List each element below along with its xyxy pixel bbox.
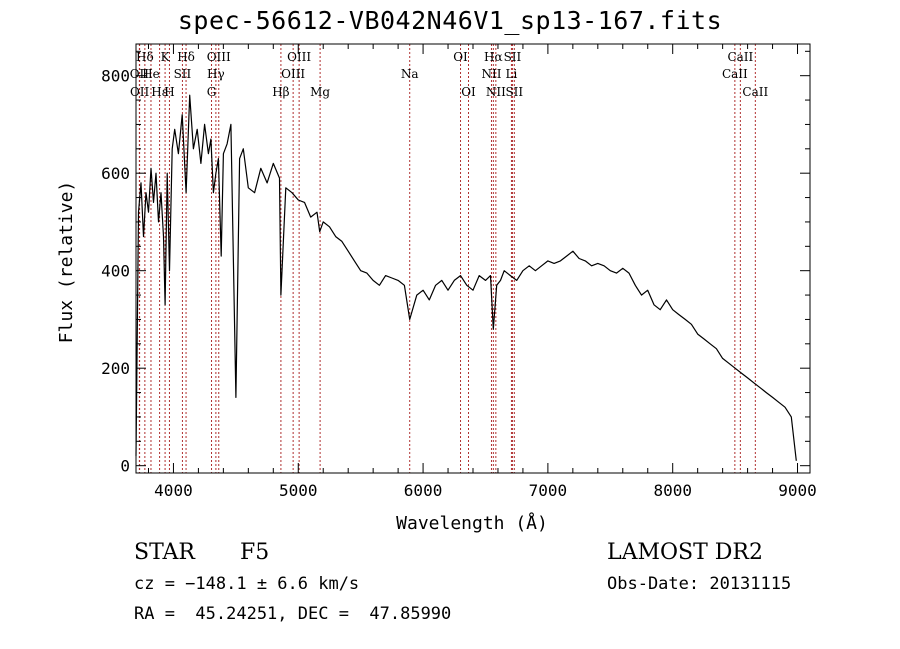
spectral-line-label: K — [161, 50, 171, 64]
spectral-line-label: CaII — [722, 67, 748, 81]
x-tick-label: 8000 — [653, 481, 692, 500]
object-class: STAR — [134, 540, 195, 565]
spectral-line-label: SII — [174, 67, 192, 81]
spectral-line-label: H — [164, 85, 174, 99]
spectral-line-label: NII — [486, 85, 506, 99]
axis-ticks: 4000 5000 6000 7000 8000 9000 0 200 400 600 800 — [101, 44, 817, 500]
coordinates-readout: RA = 45.24251, DEC = 47.85990 — [134, 604, 452, 624]
spectrum-line-0 — [135, 94, 797, 461]
spectral-line-label: OIII — [287, 50, 311, 64]
x-axis-label: Wavelength (Å) — [396, 512, 548, 534]
spectral-line-label: Hε — [151, 85, 168, 99]
x-tick-label: 9000 — [778, 481, 817, 500]
spectral-line-label: SII — [505, 85, 523, 99]
plot-frame — [135, 43, 811, 474]
x-tick-label: 6000 — [404, 481, 443, 500]
spectral-line-markers — [138, 44, 756, 473]
spectral-line-label: NII — [481, 67, 501, 81]
spectral-line-label: G — [207, 85, 217, 99]
spectral-line-label: OIII — [281, 67, 305, 81]
x-tick-label: 7000 — [529, 481, 568, 500]
y-axis-label: Flux (relative) — [56, 181, 77, 344]
spectral-line-label: Li — [506, 67, 518, 81]
spectral-line-label: CaII — [742, 85, 768, 99]
y-tick-label: 200 — [101, 359, 130, 378]
y-tick-label: 0 — [120, 457, 130, 476]
x-tick-label: 4000 — [154, 481, 193, 500]
spectral-line-label: SII — [504, 50, 522, 64]
spectral-line-label: OI — [461, 85, 476, 99]
spectral-line-label: Hα — [484, 50, 503, 64]
survey-label: LAMOST DR2 — [607, 540, 763, 565]
redshift-readout: cz = −148.1 ± 6.6 km/s — [134, 574, 360, 594]
y-tick-label: 600 — [101, 164, 130, 183]
spectral-line-label: Hγ — [207, 67, 225, 81]
x-tick-label: 5000 — [279, 481, 318, 500]
spectral-line-label: OI — [453, 50, 468, 64]
spectral-line-label: Mg — [310, 85, 330, 99]
spectral-line-label: Na — [401, 67, 419, 81]
spectral-line-label: Hδ — [177, 50, 195, 64]
chart-title: spec-56612-VB042N46V1_sp13-167.fits — [177, 6, 723, 35]
y-tick-label: 400 — [101, 262, 130, 281]
spectral-line-label: Hδ — [136, 50, 154, 64]
spectral-line-label: CaII — [727, 50, 753, 64]
spectral-line-label: Hβ — [272, 85, 289, 99]
observation-date: Obs-Date: 20131115 — [607, 574, 792, 594]
object-subclass: F5 — [240, 540, 270, 565]
y-tick-label: 800 — [101, 67, 130, 86]
spectrum-series — [135, 94, 797, 461]
spectral-line-label: OII — [130, 67, 150, 81]
spectral-line-label: OIII — [207, 50, 231, 64]
spectral-line-label: He — [142, 67, 160, 81]
spectral-line-label: OII — [130, 85, 150, 99]
